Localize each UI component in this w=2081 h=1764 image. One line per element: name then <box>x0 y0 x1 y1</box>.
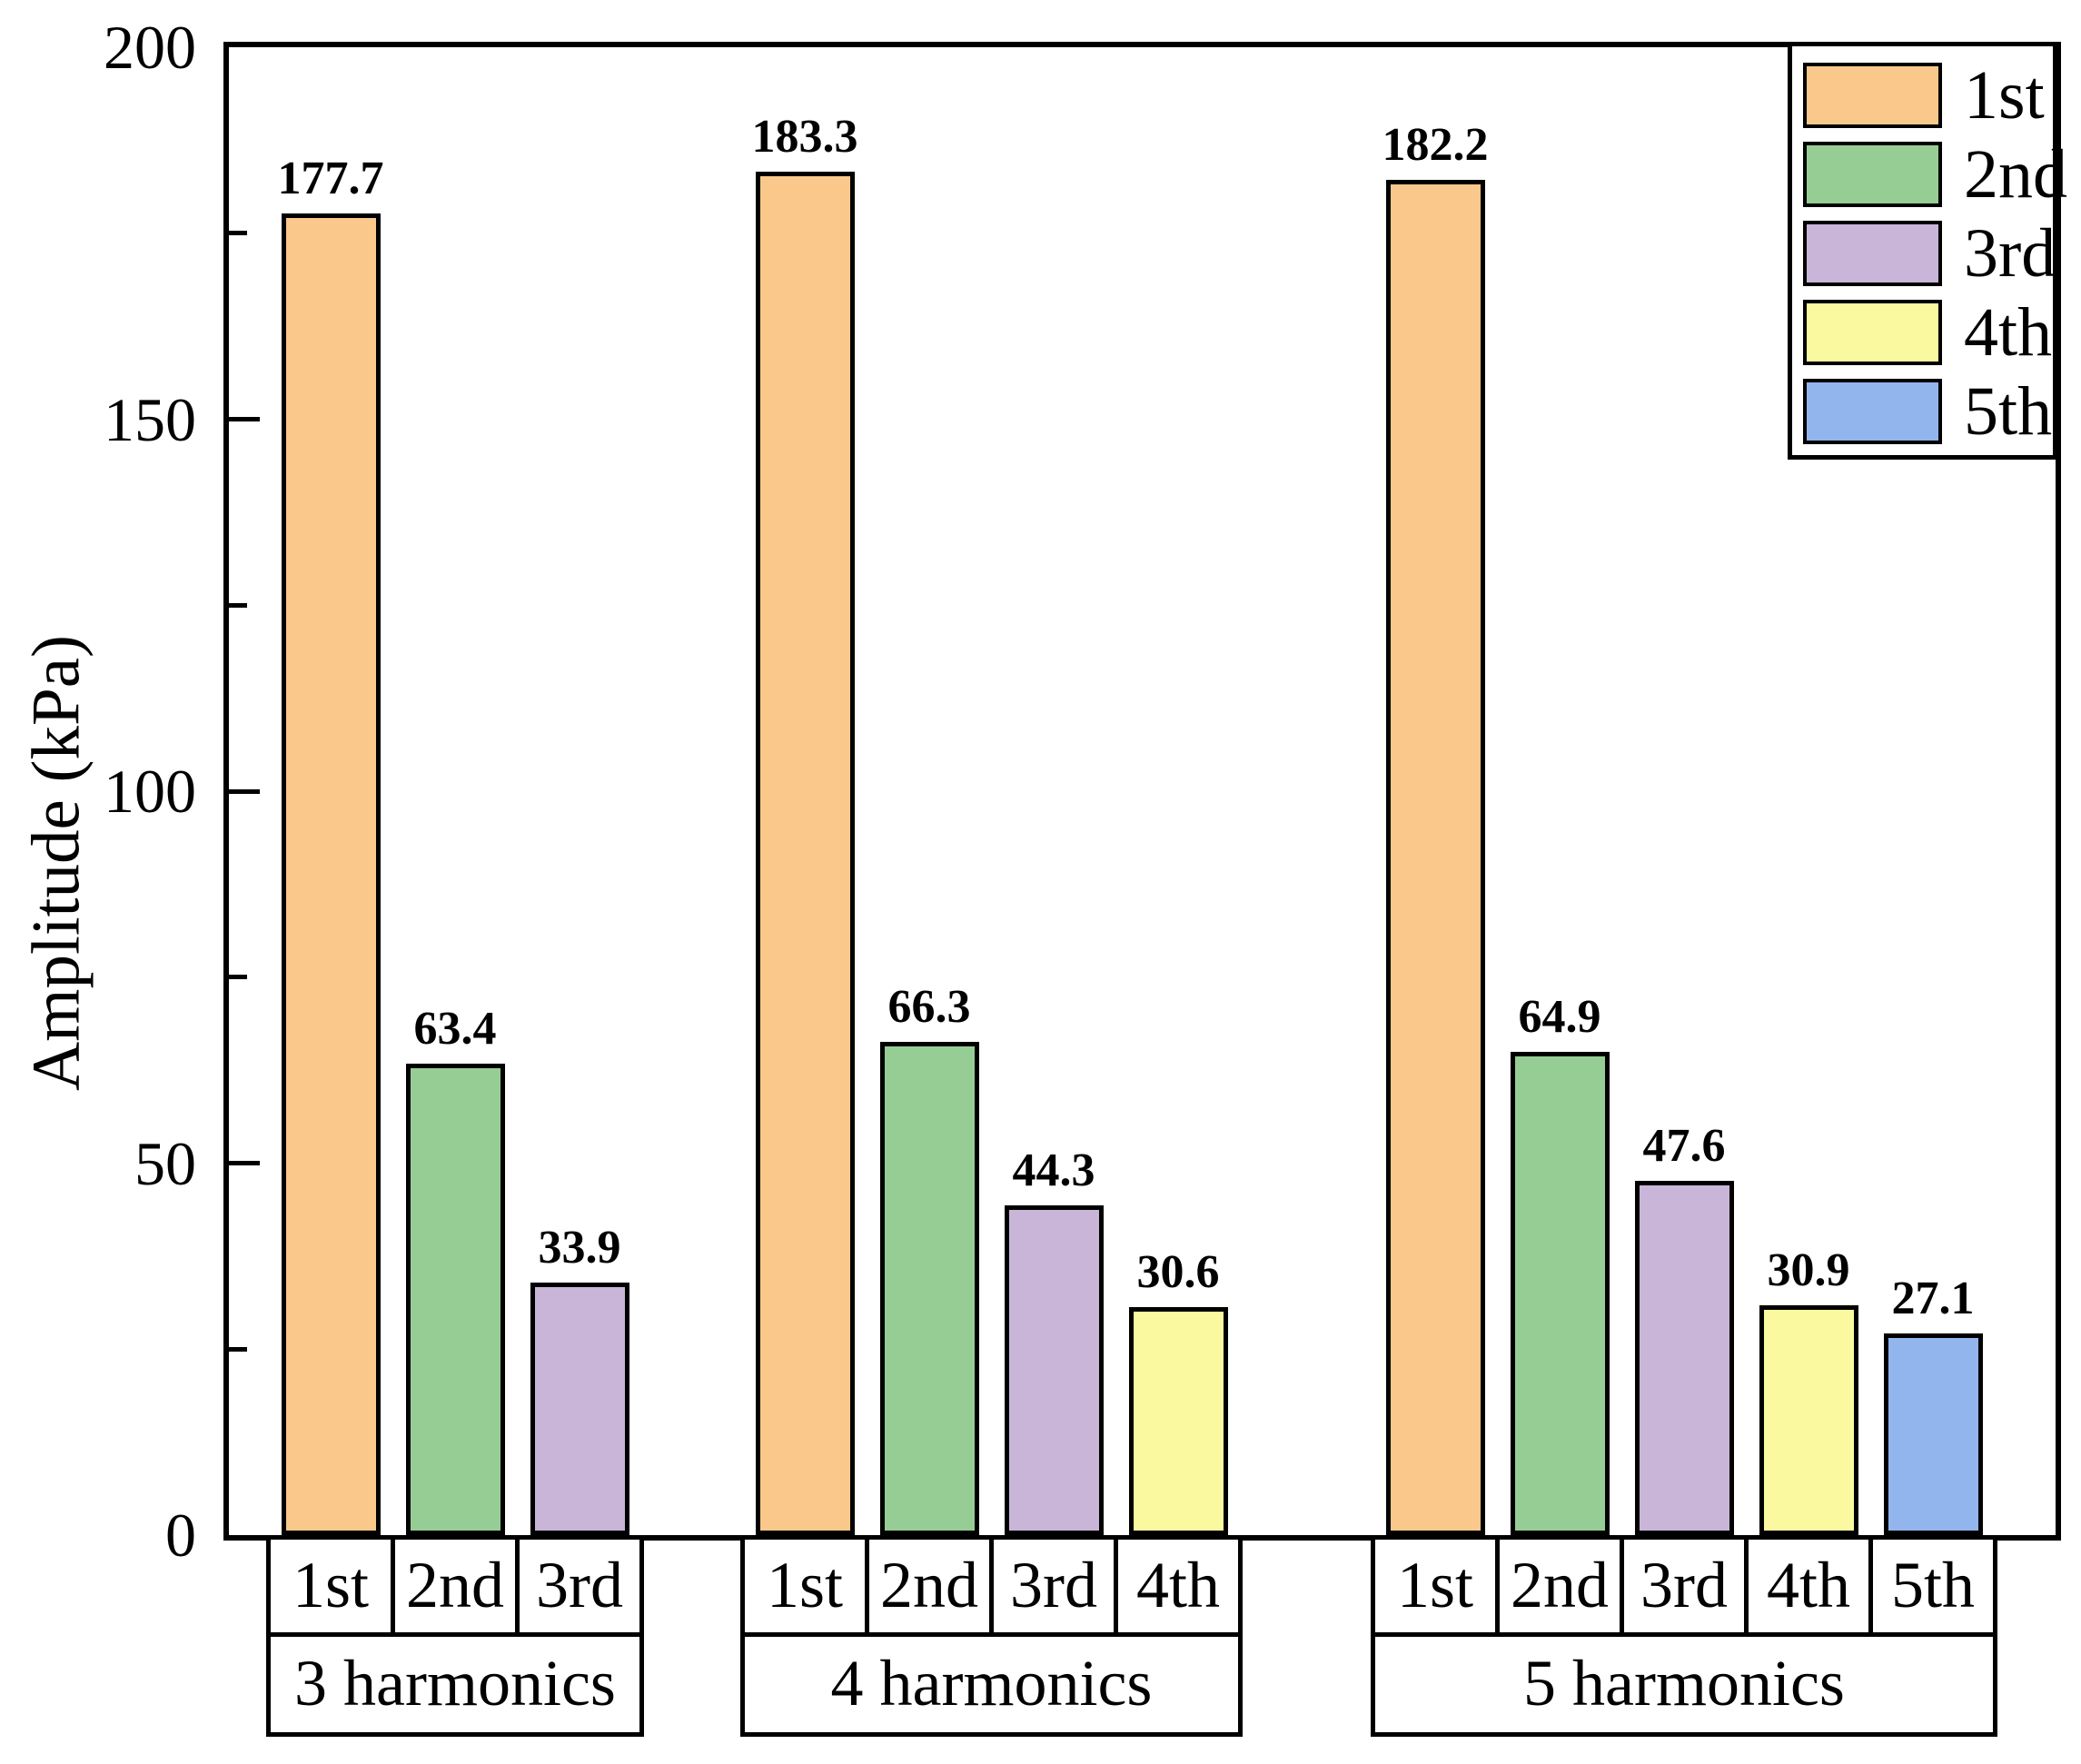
bar-2nd <box>405 1064 505 1535</box>
legend-label-4th: 4th <box>1964 293 2053 371</box>
legend-swatch-2nd <box>1803 141 1942 207</box>
group-label-5-harmonics: 5 harmonics <box>1371 1632 1997 1737</box>
y-tick-label-150: 150 <box>104 384 196 454</box>
plot-area: 177.7 63.4 33.9 183.3 66.3 44.3 30.6 182.2 64.9 4… <box>223 42 2061 1541</box>
legend-item-4th: 4th <box>1803 292 2053 372</box>
y-tick-label-100: 100 <box>104 757 196 826</box>
legend-item-2nd: 2nd <box>1803 134 2067 213</box>
bar-value-label: 177.7 <box>277 153 384 204</box>
legend-item-5th: 5th <box>1803 372 2053 451</box>
y-minor-tick <box>229 1346 247 1352</box>
bar-2nd <box>1510 1052 1610 1535</box>
legend: 1st 2nd 3rd 4th 5th <box>1788 42 2067 460</box>
x-cell-label-1st: 1st <box>1371 1535 1500 1637</box>
x-cell-label-3rd: 3rd <box>515 1535 644 1637</box>
bar-value-label: 27.1 <box>1891 1273 1975 1324</box>
legend-label-3rd: 3rd <box>1964 214 2056 292</box>
bar-value-label: 182.2 <box>1382 119 1489 171</box>
bar-value-label: 183.3 <box>751 111 858 163</box>
x-cell-label-2nd: 2nd <box>865 1535 994 1637</box>
x-cell-label-4th: 4th <box>1114 1535 1243 1637</box>
x-cell-label-1st: 1st <box>266 1535 395 1637</box>
bar-2nd <box>879 1042 979 1535</box>
legend-item-3rd: 3rd <box>1803 213 2056 292</box>
bar-value-label: 30.6 <box>1136 1246 1220 1298</box>
legend-label-5th: 5th <box>1964 372 2053 450</box>
y-minor-tick <box>229 231 247 236</box>
bar-1st <box>281 213 381 1535</box>
bar-value-label: 66.3 <box>887 981 971 1033</box>
legend-swatch-5th <box>1803 378 1942 444</box>
y-major-tick <box>229 1161 260 1165</box>
legend-swatch-3rd <box>1803 220 1942 286</box>
x-cell-label-3rd: 3rd <box>989 1535 1118 1637</box>
x-cell-label-3rd: 3rd <box>1620 1535 1749 1637</box>
legend-label-1st: 1st <box>1964 56 2045 134</box>
y-minor-tick <box>229 975 247 980</box>
x-cell-label-2nd: 2nd <box>1495 1535 1624 1637</box>
x-cell-label-2nd: 2nd <box>391 1535 520 1637</box>
group-label-3-harmonics: 3 harmonics <box>266 1632 644 1737</box>
y-major-tick <box>229 788 260 794</box>
y-tick-label-0: 0 <box>165 1501 196 1570</box>
bar-value-label: 63.4 <box>413 1003 497 1055</box>
y-tick-label-50: 50 <box>134 1128 196 1198</box>
bar-value-label: 33.9 <box>538 1222 621 1273</box>
bar-3rd <box>530 1283 629 1535</box>
bar-value-label: 30.9 <box>1767 1244 1850 1296</box>
bar-value-label: 47.6 <box>1642 1120 1726 1172</box>
bar-3rd <box>1004 1205 1104 1535</box>
y-major-tick <box>229 417 260 421</box>
legend-swatch-4th <box>1803 299 1942 365</box>
bar-1st <box>755 172 855 1535</box>
bar-5th <box>1883 1333 1983 1535</box>
bar-1st <box>1385 180 1485 1535</box>
group-label-4-harmonics: 4 harmonics <box>740 1632 1243 1737</box>
bar-value-label: 64.9 <box>1518 991 1601 1043</box>
bar-value-label: 44.3 <box>1012 1145 1095 1196</box>
legend-item-1st: 1st <box>1803 55 2053 134</box>
x-cell-label-1st: 1st <box>740 1535 869 1637</box>
bar-4th <box>1128 1307 1228 1535</box>
legend-swatch-1st <box>1803 62 1942 128</box>
y-axis-title: Amplitude (kPa) <box>18 634 94 1092</box>
bar-3rd <box>1634 1181 1734 1535</box>
x-cell-label-4th: 4th <box>1744 1535 1873 1637</box>
y-tick-label-200: 200 <box>104 13 196 82</box>
legend-label-2nd: 2nd <box>1964 135 2067 213</box>
y-minor-tick <box>229 602 247 608</box>
bar-4th <box>1759 1305 1858 1535</box>
x-cell-label-5th: 5th <box>1868 1535 1997 1637</box>
